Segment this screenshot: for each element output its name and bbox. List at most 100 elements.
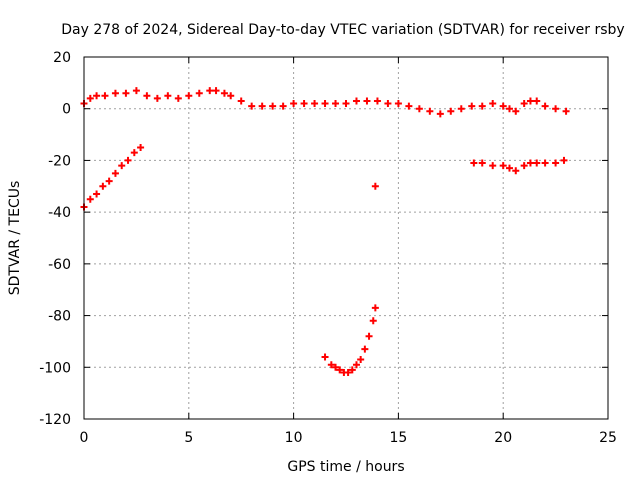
data-point <box>520 162 528 170</box>
y-axis-label: SDTVAR / TECUs <box>7 181 23 296</box>
data-point <box>227 92 235 100</box>
data-point <box>470 159 478 167</box>
data-point <box>206 87 214 95</box>
data-point <box>258 102 266 110</box>
y-tick-label: -120 <box>39 412 71 428</box>
data-point <box>426 107 434 115</box>
data-point <box>300 100 308 108</box>
chart-title: Day 278 of 2024, Sidereal Day-to-day VTE… <box>61 22 624 38</box>
data-point <box>512 107 520 115</box>
axis-ticks: 0 5 10 15 20 25 -120 -100 -80 -60 -40 -20 0 20 <box>39 50 617 446</box>
data-point <box>118 162 126 170</box>
x-tick-label: 0 <box>80 430 89 446</box>
data-point <box>130 149 138 157</box>
data-point <box>93 190 101 198</box>
data-point <box>237 97 245 105</box>
data-point <box>332 100 340 108</box>
data-point <box>512 167 520 175</box>
data-point <box>124 156 132 164</box>
x-tick-label: 5 <box>184 430 193 446</box>
y-tick-label: -100 <box>39 360 71 376</box>
data-point <box>371 182 379 190</box>
data-point <box>369 317 377 325</box>
data-point <box>363 97 371 105</box>
data-point <box>505 164 513 172</box>
series-main-band <box>80 87 570 118</box>
data-point <box>489 100 497 108</box>
data-point <box>361 345 369 353</box>
data-point <box>332 363 340 371</box>
data-point <box>86 94 94 102</box>
data-point <box>499 102 507 110</box>
data-point <box>336 366 344 374</box>
data-point <box>505 105 513 113</box>
data-point <box>533 97 541 105</box>
data-point <box>111 89 119 97</box>
data-point <box>526 159 534 167</box>
data-point <box>541 102 549 110</box>
x-tick-label: 25 <box>599 430 617 446</box>
data-point <box>311 100 319 108</box>
data-point <box>137 144 145 151</box>
data-markers <box>80 87 570 376</box>
data-point <box>153 94 161 102</box>
data-point <box>526 97 534 105</box>
x-axis-label: GPS time / hours <box>287 459 404 475</box>
data-point <box>384 100 392 108</box>
data-point <box>357 356 365 364</box>
plot-frame <box>83 56 609 420</box>
series-dip <box>321 304 379 376</box>
data-point <box>101 92 109 100</box>
series-early-rise <box>80 144 145 211</box>
data-point <box>405 102 413 110</box>
data-point <box>394 100 402 108</box>
data-point <box>195 89 203 97</box>
data-point <box>348 366 356 374</box>
data-point <box>499 162 507 170</box>
data-point <box>290 100 298 108</box>
data-point <box>174 94 182 102</box>
data-point <box>520 100 528 108</box>
data-point <box>552 105 560 113</box>
data-point <box>560 156 568 164</box>
data-point <box>541 159 549 167</box>
data-point <box>327 361 335 369</box>
y-tick-label: -20 <box>48 153 71 169</box>
data-point <box>185 92 193 100</box>
data-point <box>93 92 101 100</box>
data-point <box>111 169 119 177</box>
data-point <box>143 92 151 100</box>
data-point <box>457 105 465 113</box>
x-tick-label: 10 <box>285 430 303 446</box>
data-point <box>489 162 497 170</box>
data-point <box>352 97 360 105</box>
data-point <box>478 159 486 167</box>
y-tick-label: -60 <box>48 257 71 273</box>
data-point <box>352 361 360 369</box>
data-point <box>132 87 140 95</box>
data-point <box>533 159 541 167</box>
data-point <box>552 159 560 167</box>
data-point <box>321 100 329 108</box>
data-point <box>212 87 220 95</box>
data-point <box>468 102 476 110</box>
data-point <box>164 92 172 100</box>
data-point <box>279 102 287 110</box>
data-point <box>478 102 486 110</box>
data-point <box>562 107 570 115</box>
data-point <box>342 100 350 108</box>
data-point <box>321 353 329 361</box>
data-point <box>373 97 381 105</box>
x-tick-label: 20 <box>494 430 512 446</box>
data-point <box>86 195 94 203</box>
y-tick-label: -40 <box>48 205 71 221</box>
data-point <box>99 182 107 190</box>
data-point <box>122 89 130 97</box>
data-point <box>344 368 352 376</box>
series-outlier <box>371 182 379 190</box>
data-point <box>220 89 228 97</box>
data-point <box>248 102 256 110</box>
grid-lines <box>84 57 608 419</box>
y-tick-label: 0 <box>62 102 71 118</box>
